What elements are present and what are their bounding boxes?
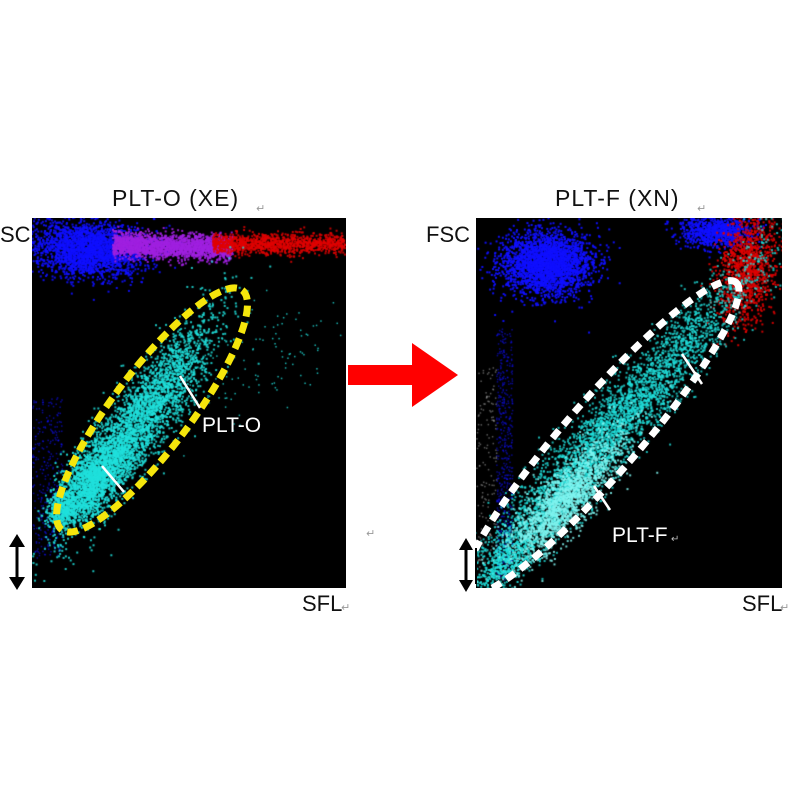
plt-f-gate-ellipse (476, 277, 743, 588)
right-arrow-icon (348, 343, 458, 407)
plt-f-gate-tick (592, 485, 612, 511)
return-mark: ↵ (256, 203, 266, 215)
plt-f-gate-pointer (680, 353, 704, 385)
right-overlay: PLT-F ↵ (476, 277, 743, 588)
double-arrow-vertical-icon (9, 534, 25, 590)
plt-o-gate-label: PLT-O (202, 414, 261, 437)
left-panel-title: PLT-O (XE) (112, 185, 240, 211)
double-arrow-vertical-icon (459, 538, 477, 592)
right-panel-title: PLT-F (XN) (555, 185, 680, 211)
return-mark: ↵ (780, 602, 790, 614)
plt-f-gate-label: PLT-F (612, 524, 668, 547)
plt-o-gate-tick (101, 465, 125, 493)
left-x-axis-label: SFL (302, 591, 343, 616)
plt-o-gate-pointer (178, 375, 202, 409)
right-scatter-plot: PLT-F ↵ (476, 218, 782, 588)
left-y-axis-label: SC (0, 222, 31, 247)
return-mark: ↵ (366, 528, 376, 540)
return-mark: ↵ (671, 534, 679, 545)
right-x-axis-label: SFL (742, 591, 783, 616)
return-mark: ↵ (697, 203, 707, 215)
left-overlay: PLT-O (53, 284, 261, 536)
left-scatter-plot: PLT-O (32, 218, 346, 588)
return-mark: ↵ (341, 602, 351, 614)
plt-o-gate-ellipse (53, 284, 251, 536)
right-y-axis-label: FSC (426, 222, 470, 247)
